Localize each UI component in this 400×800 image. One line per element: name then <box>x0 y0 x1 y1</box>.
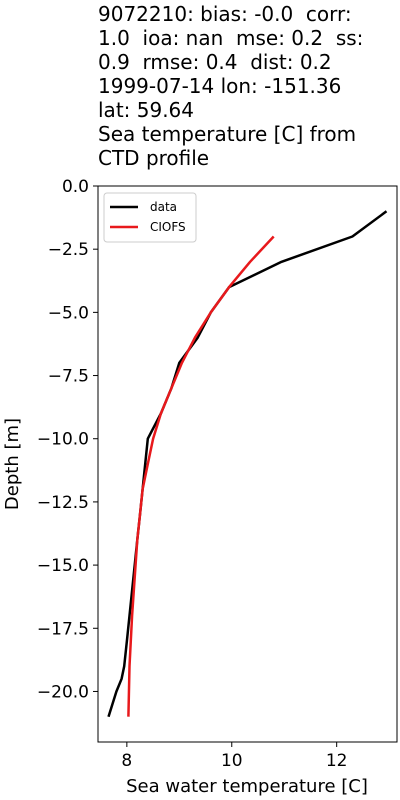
x-tick-label: 12 <box>326 751 348 771</box>
y-tick-label: −17.5 <box>37 619 89 639</box>
y-tick-label: −10.0 <box>37 430 89 450</box>
title-line: 0.9 rmse: 0.4 dist: 0.2 <box>98 50 332 74</box>
y-tick-label: −12.5 <box>37 493 89 513</box>
legend-label-data: data <box>150 200 177 214</box>
y-tick-label: −5.0 <box>48 303 89 323</box>
y-tick-label: −2.5 <box>48 240 89 260</box>
x-axis-ticks: 8 10 12 <box>121 742 347 771</box>
chart-title: 9072210: bias: -0.0 corr: 1.0 ioa: nan ms… <box>98 2 398 170</box>
title-line: 1.0 ioa: nan mse: 0.2 ss: <box>98 26 364 50</box>
y-tick-label: −7.5 <box>48 367 89 387</box>
series-lines <box>107 210 388 718</box>
axes-frame <box>97 185 398 743</box>
y-tick-label: −15.0 <box>37 556 89 576</box>
title-line: CTD profile <box>98 146 210 170</box>
y-tick-label: 0.0 <box>62 177 89 197</box>
title-line: Sea temperature [C] from <box>98 122 357 146</box>
title-line: lat: 59.64 <box>98 98 195 122</box>
x-axis-label: Sea water temperature [C] <box>126 776 368 797</box>
x-tick-label: 8 <box>121 751 132 771</box>
x-tick-label: 10 <box>221 751 243 771</box>
series-line-data <box>107 210 388 718</box>
y-tick-label: −20.0 <box>37 682 89 702</box>
legend: data CIOFS <box>103 192 197 243</box>
legend-box <box>103 192 197 243</box>
series-line-ciofs <box>127 235 275 717</box>
title-line: 1999-07-14 lon: -151.36 <box>98 74 342 98</box>
y-axis-label: Depth [m] <box>2 418 23 510</box>
y-axis-ticks: 0.0 −2.5 −5.0 −7.5 −10.0 −12.5 −15.0 −17.5 −20.0 <box>37 177 98 702</box>
legend-label-ciofs: CIOFS <box>150 220 186 234</box>
title-line: 9072210: bias: -0.0 corr: <box>98 2 352 26</box>
